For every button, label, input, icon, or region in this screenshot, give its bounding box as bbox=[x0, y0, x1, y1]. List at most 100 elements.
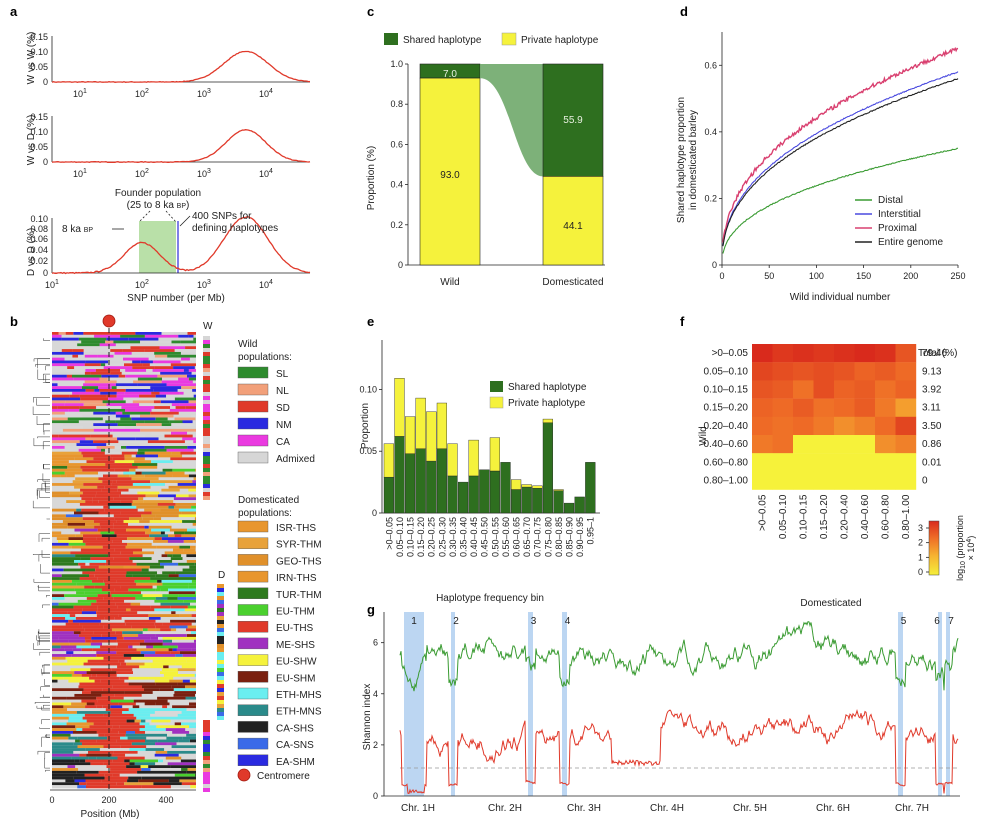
panel-a-row-3-ytick: 0.04 bbox=[30, 245, 48, 255]
svg-text:CA: CA bbox=[276, 437, 290, 448]
legend-dom-ca-shs: CA-SHS bbox=[237, 721, 314, 734]
svg-text:ETH-MHS: ETH-MHS bbox=[276, 690, 322, 701]
panel-d-xtick: 100 bbox=[809, 271, 824, 281]
panel-a-row-1-ylabel: W vs W (%) bbox=[26, 32, 37, 85]
panel-e-xtick: 0.25–0.30 bbox=[437, 517, 447, 557]
legend-dom-eu-thm: EU-THM bbox=[237, 604, 315, 618]
bar-private bbox=[542, 418, 554, 423]
panel-a-row-3-curve bbox=[51, 216, 311, 275]
colorbar-tick: 0 bbox=[918, 567, 923, 577]
bar-private bbox=[394, 378, 405, 437]
svg-text:SL: SL bbox=[276, 369, 289, 380]
panel-b-xtick: 400 bbox=[158, 795, 173, 805]
xtick: 104 bbox=[259, 168, 273, 179]
heatmap-cell bbox=[752, 453, 773, 472]
heatmap-cell bbox=[854, 398, 876, 417]
row-label: 0.60–0.80 bbox=[704, 457, 749, 468]
panel-a-row-2-ytick: 0 bbox=[43, 157, 48, 167]
panel-e-xtick: 0.60–0.65 bbox=[512, 517, 522, 557]
legend-shared-label: Shared haplotype bbox=[403, 35, 482, 46]
snp400-label-1: 400 SNPs for bbox=[192, 211, 252, 222]
dom-header-1: Domesticated bbox=[238, 495, 299, 506]
panel-d-ytick: 0 bbox=[712, 260, 717, 270]
chromosome-label: Chr. 2H bbox=[488, 803, 522, 814]
panel-a-row-3-ytick: 0.08 bbox=[30, 224, 48, 234]
heatmap-cell bbox=[834, 398, 855, 417]
row-label: 0.05–0.10 bbox=[704, 366, 749, 377]
heatmap-cell bbox=[772, 435, 794, 454]
panel-d-xtick: 0 bbox=[719, 271, 724, 281]
panel-g-ytick: 2 bbox=[373, 740, 378, 750]
heatmap-cell bbox=[895, 416, 917, 436]
heatmap-cell bbox=[813, 362, 835, 381]
legend-wild-nm: NM bbox=[237, 417, 292, 431]
panel-c-ylabel: Proportion (%) bbox=[366, 146, 377, 210]
legend-dom-eu-shw: EU-SHW bbox=[237, 654, 317, 668]
panel-e-xtick: 0.10–0.15 bbox=[406, 517, 416, 557]
bar-private bbox=[436, 402, 448, 449]
panel-e-xtick: 0.70–0.75 bbox=[533, 517, 543, 557]
low-diversity-region bbox=[404, 612, 424, 796]
dom-shared-value: 55.9 bbox=[563, 115, 583, 126]
panel-d-ytick: 0.2 bbox=[704, 193, 717, 203]
svg-text:EU-SHM: EU-SHM bbox=[276, 673, 315, 684]
heatmap-cell bbox=[875, 398, 896, 417]
heatmap-cell bbox=[875, 435, 896, 454]
panel-d-ylabel-1: Shared haplotype proportion bbox=[676, 97, 687, 223]
panel-a-row-2-curve bbox=[51, 129, 311, 163]
heatmap-cell bbox=[895, 362, 917, 381]
bar-private bbox=[468, 439, 479, 477]
xtick: 101 bbox=[73, 168, 87, 179]
panel-e-xtick: 0.75–0.80 bbox=[543, 517, 553, 557]
panel-a-row-3-ytick: 0 bbox=[43, 268, 48, 278]
chromosome-label: Chr. 5H bbox=[733, 803, 767, 814]
panel-e-ylabel: Proportion bbox=[360, 403, 371, 449]
panel-c-ytick: 0.6 bbox=[390, 139, 403, 149]
centromere-legend-label: Centromere bbox=[257, 771, 310, 782]
heatmap-cell bbox=[813, 416, 835, 436]
dom-private-value: 44.1 bbox=[563, 221, 583, 232]
heatmap-cell bbox=[875, 453, 896, 472]
heatmap-cell bbox=[875, 416, 896, 436]
heatmap-cell bbox=[834, 435, 855, 454]
bar-private bbox=[553, 489, 564, 491]
legend-wild-sd: SD bbox=[237, 400, 290, 414]
panel-c-ytick: 1.0 bbox=[390, 59, 403, 69]
region-number: 1 bbox=[411, 616, 417, 627]
total-header: Total (%) bbox=[918, 348, 957, 359]
heatmap-cell bbox=[752, 380, 773, 399]
panel-e-xtick: 0.85–0.90 bbox=[565, 517, 575, 557]
low-diversity-region bbox=[898, 612, 903, 796]
legend-dom-ca-sns: CA-SNS bbox=[237, 737, 314, 751]
heatmap-cell bbox=[793, 416, 814, 436]
colorbar bbox=[928, 520, 940, 576]
chromosome-label: Chr. 4H bbox=[650, 803, 684, 814]
heatmap-cell bbox=[793, 398, 814, 417]
founder-label-2: (25 to 8 ka BP) bbox=[127, 200, 190, 211]
low-diversity-region bbox=[528, 612, 533, 796]
xtick: 103 bbox=[197, 279, 211, 290]
panel-e-xtick: >0–0.05 bbox=[384, 517, 394, 550]
panel-a-row-3-ytick: 0.02 bbox=[30, 256, 48, 266]
panel-c-ytick: 0 bbox=[398, 260, 403, 270]
panel-f-heatmap: Wild >0–0.05 0.05–0.10 0.10–0.15 0.15–0.20 0… bbox=[698, 344, 976, 609]
col-label: 0.10–0.15 bbox=[798, 494, 809, 539]
row-total: 0.86 bbox=[922, 439, 942, 450]
low-diversity-region bbox=[946, 612, 950, 796]
heatmap-cell bbox=[854, 435, 876, 454]
bar-shared bbox=[468, 475, 479, 514]
legend-dom-syr-thm: SYR-THM bbox=[237, 537, 322, 551]
bar-shared bbox=[458, 481, 469, 514]
panel-label-a: a bbox=[10, 4, 18, 19]
panel-g-ytick: 4 bbox=[373, 689, 378, 699]
panel-e-ytick: 0.10 bbox=[359, 384, 377, 394]
e-legend-shared-swatch bbox=[490, 381, 503, 392]
legend-shared-swatch bbox=[384, 33, 398, 45]
row-total: 79.46 bbox=[922, 348, 947, 359]
low-diversity-region bbox=[451, 612, 455, 796]
panel-e-xtick: 0.95–1 bbox=[586, 517, 596, 545]
e-legend-shared-label: Shared haplotype bbox=[508, 382, 587, 393]
heatmap-cell bbox=[854, 362, 876, 381]
